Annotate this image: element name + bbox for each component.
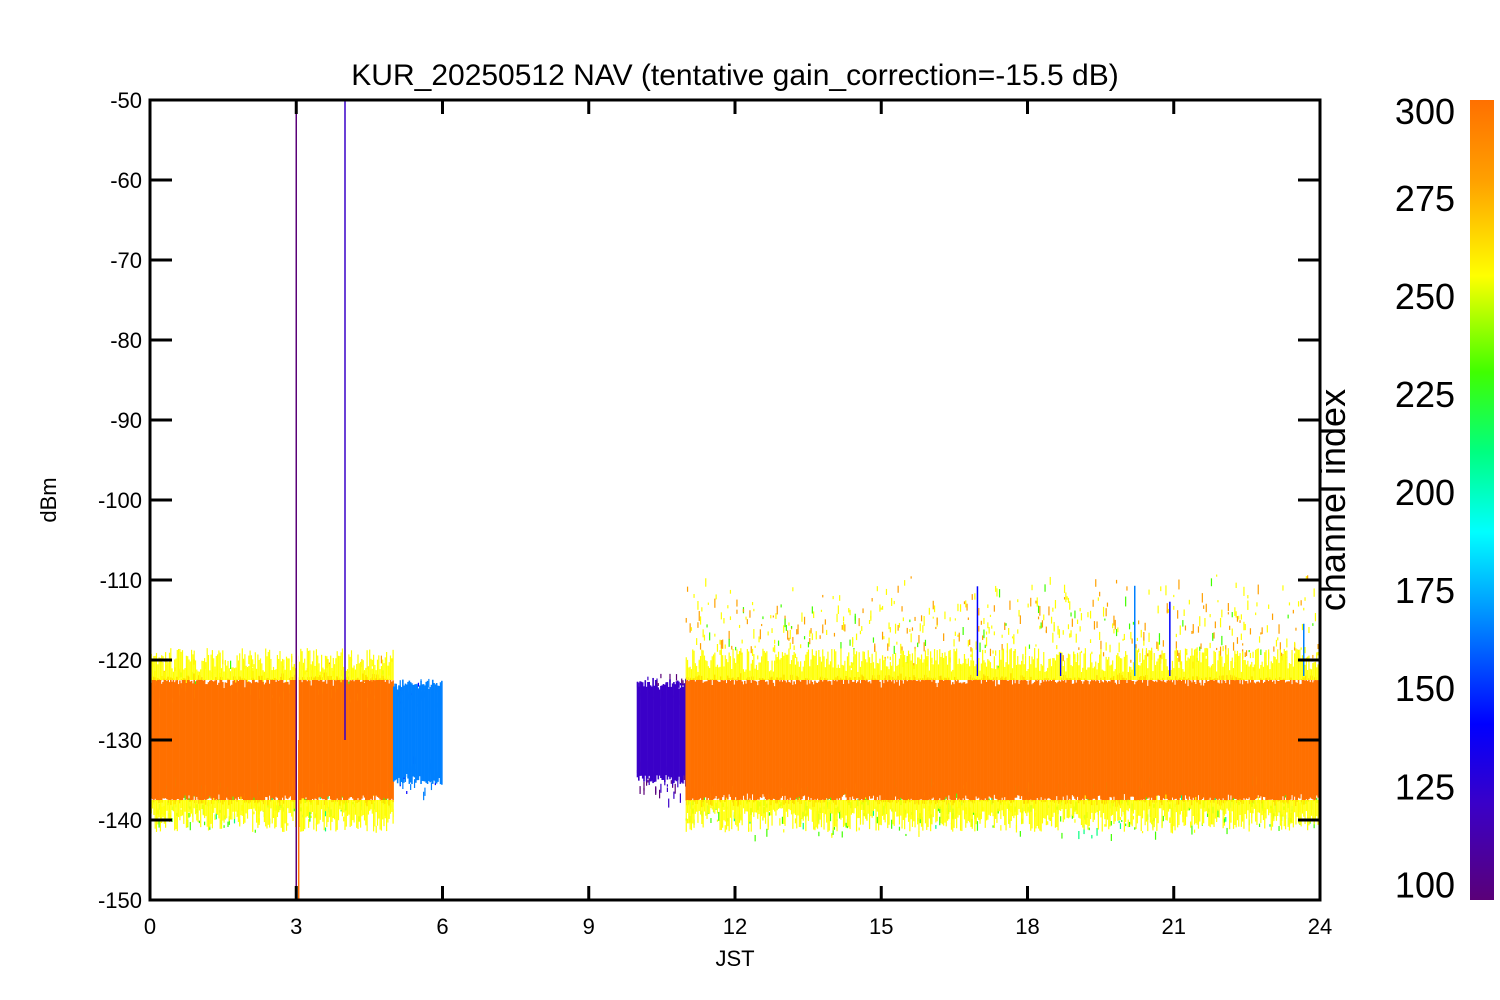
y-tick-label: -150 [98, 888, 142, 913]
x-axis: 0 3 6 9 12 15 18 21 24 [144, 100, 1332, 939]
colorbar-tick-label: 300 [1395, 91, 1455, 132]
y-tick-label: -90 [110, 408, 142, 433]
x-tick-label: 3 [290, 914, 302, 939]
data-layer [150, 100, 1320, 900]
x-tick-label: 21 [1162, 914, 1186, 939]
x-tick-label: 24 [1308, 914, 1332, 939]
series-segment-5-6h [392, 678, 443, 801]
y-tick-label: -70 [110, 248, 142, 273]
y-tick-label: -110 [100, 568, 142, 593]
colorbar-tick-label: 150 [1395, 668, 1455, 709]
colorbar-ticks: 300 275 250 225 200 175 150 125 100 [1395, 91, 1455, 905]
colorbar-tick-label: 175 [1395, 570, 1455, 611]
series-segment-10-11h [636, 673, 687, 808]
colorbar-tick-label: 100 [1395, 864, 1455, 905]
y-tick-label: -100 [98, 488, 142, 513]
x-tick-label: 12 [723, 914, 747, 939]
y-axis: -50 -60 -70 -80 -90 -100 -110 -120 -130 -140 -150 [98, 88, 1320, 913]
x-tick-label: 6 [436, 914, 448, 939]
y-tick-label: -140 [98, 808, 142, 833]
x-tick-label: 9 [583, 914, 595, 939]
x-axis-label: JST [715, 946, 754, 971]
y-tick-label: -60 [110, 168, 142, 193]
colorbar [1470, 100, 1494, 900]
series-segment-11-24h [685, 574, 1320, 842]
x-tick-label: 15 [869, 914, 893, 939]
y-tick-label: -130 [98, 728, 142, 753]
x-tick-label: 18 [1015, 914, 1039, 939]
y-tick-label: -50 [110, 88, 142, 113]
y-axis-label: dBm [36, 477, 61, 522]
colorbar-label: channel index [1312, 389, 1353, 611]
y-tick-label: -120 [98, 648, 142, 673]
series-segment-0-5h [150, 648, 394, 833]
x-tick-label: 0 [144, 914, 156, 939]
chart-title: KUR_20250512 NAV (tentative gain_correct… [351, 59, 1118, 92]
colorbar-tick-label: 275 [1395, 178, 1455, 219]
colorbar-tick-label: 250 [1395, 276, 1455, 317]
y-tick-label: -80 [110, 328, 142, 353]
colorbar-tick-label: 125 [1395, 766, 1455, 807]
colorbar-tick-label: 200 [1395, 472, 1455, 513]
colorbar-tick-label: 225 [1395, 374, 1455, 415]
